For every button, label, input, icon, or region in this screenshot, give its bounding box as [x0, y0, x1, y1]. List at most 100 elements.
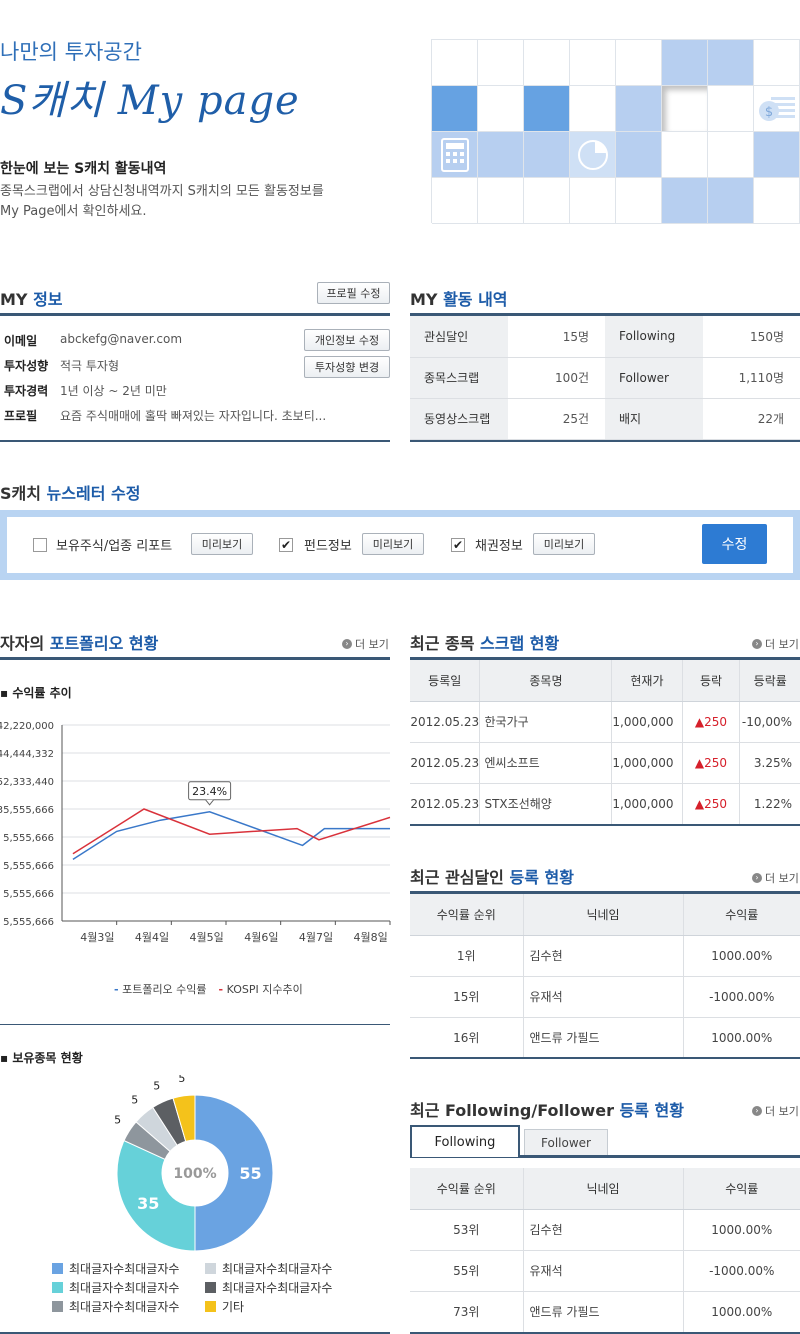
cell-nickname[interactable]: 김수현 [523, 935, 684, 977]
activity-key: 배지 [605, 398, 703, 440]
follow-title-a: 최근 Following/Follower [410, 1101, 620, 1120]
slice-data-label: 5 [114, 1113, 121, 1126]
follow-more-link[interactable]: › 더 보기 [752, 1103, 799, 1119]
checkbox-bond-info[interactable]: ✔ [451, 538, 465, 552]
follow-more-label: 더 보기 [765, 1105, 799, 1118]
col-header: 수익률 [683, 1168, 800, 1210]
cell-rank: 15위 [410, 976, 524, 1018]
table-row[interactable]: 2012.05.23 STX조선해양 1,000,000 ▲250 1.22% [410, 783, 800, 825]
cell-change: ▲250 [682, 742, 741, 784]
legend-label: 최대글자수최대글자수 [69, 1262, 180, 1276]
scrap-title: 최근 종목 스크랩 현황 [410, 630, 559, 654]
preview-button-stock[interactable]: 미리보기 [191, 533, 253, 555]
cell-rank: 53위 [410, 1209, 524, 1251]
info-row-career: 투자경력 1년 이상 ~ 2년 미만 [0, 378, 390, 402]
y-tick-label: 5,555,666 [3, 861, 54, 872]
cell-date: 2012.05.23 [410, 742, 481, 784]
table-row[interactable]: 1위 김수현 1000.00% [410, 935, 800, 977]
legend-swatch [205, 1301, 216, 1312]
my-info-title-a: MY [0, 290, 34, 309]
y-tick-label: 44,444,332 [0, 749, 54, 760]
scrap-title-a: 최근 종목 [410, 634, 481, 653]
table-row[interactable]: 16위 앤드류 가필드 1000.00% [410, 1017, 800, 1059]
hero-desc-line2: My Page에서 확인하세요. [0, 204, 147, 219]
yield-line-chart: 42,220,000 44,444,332 52,333,440 35,555,666… [0, 721, 391, 944]
pie-legend-item: 기타 [205, 1298, 244, 1315]
interest-divider [410, 891, 800, 894]
email-value: abckefg@naver.com [60, 332, 183, 346]
svg-text:$: $ [764, 105, 772, 120]
change-style-button[interactable]: 투자성향 변경 [304, 356, 390, 378]
tooltip-pointer [205, 799, 214, 806]
cell-nickname[interactable]: 김수현 [523, 1209, 684, 1251]
activity-key: Following [605, 316, 703, 358]
table-row[interactable]: 55위 유재석 -1000.00% [410, 1250, 800, 1292]
activity-value[interactable]: 1,110명 [703, 357, 800, 399]
table-row[interactable]: 53위 김수현 1000.00% [410, 1209, 800, 1251]
col-header: 수익률 순위 [410, 1168, 524, 1210]
table-row[interactable]: 2012.05.23 엔씨소프트 1,000,000 ▲250 3.25% [410, 742, 800, 784]
activity-row: 종목스크랩 100건 Follower 1,110명 [410, 357, 800, 399]
donut-center-label: 100% [173, 1166, 216, 1182]
portfolio-more-link[interactable]: › 더 보기 [342, 636, 389, 652]
cell-stock-name[interactable]: STX조선해양 [479, 783, 613, 825]
hero-subtitle: 나만의 투자공간 [0, 40, 142, 64]
activity-value[interactable]: 15명 [508, 316, 605, 358]
table-row[interactable]: 73위 앤드류 가필드 1000.00% [410, 1291, 800, 1333]
legend-kospi: - KOSPI 지수추이 [218, 983, 303, 996]
cell-rate: -1000.00% [683, 1250, 800, 1292]
up-arrow-icon: ▲ [694, 714, 705, 729]
preview-button-bond[interactable]: 미리보기 [533, 533, 595, 555]
col-header: 닉네임 [523, 1168, 684, 1210]
career-value: 1년 이상 ~ 2년 미만 [60, 384, 167, 398]
interest-more-link[interactable]: › 더 보기 [752, 870, 799, 886]
cell-nickname[interactable]: 유재석 [523, 976, 684, 1018]
table-row[interactable]: 15위 유재석 -1000.00% [410, 976, 800, 1018]
checkbox-fund-info[interactable]: ✔ [279, 538, 293, 552]
table-row[interactable]: 2012.05.23 한국가구 1,000,000 ▲250 -10,00% [410, 701, 800, 743]
email-label: 이메일 [4, 334, 38, 348]
x-tick-label: 4월8일 [354, 930, 388, 944]
checkbox-stock-report[interactable] [33, 538, 47, 552]
calculator-icon [432, 132, 478, 178]
cell-rate: -1000.00% [683, 976, 800, 1018]
follow-title: 최근 Following/Follower 등록 현황 [410, 1097, 684, 1121]
newsletter-title-b: 뉴스레터 수정 [46, 484, 141, 503]
my-info-title-b: 정보 [33, 290, 63, 309]
up-arrow-icon: ▲ [694, 796, 705, 811]
style-label: 투자성향 [4, 359, 49, 373]
hero-title: S캐치 My page [0, 78, 300, 124]
cell-nickname[interactable]: 앤드류 가필드 [523, 1291, 684, 1333]
pie-legend-item: 최대글자수최대글자수 [205, 1260, 332, 1277]
my-info-divider [0, 313, 390, 316]
cell-stock-name[interactable]: 엔씨소프트 [479, 742, 613, 784]
activity-value[interactable]: 22개 [703, 398, 800, 440]
legend-swatch [52, 1282, 63, 1293]
cell-stock-name[interactable]: 한국가구 [479, 701, 613, 743]
interest-title-a: 최근 관심달인 [410, 868, 510, 887]
y-tick-label: 5,555,666 [3, 833, 54, 844]
cell-rank: 55위 [410, 1250, 524, 1292]
activity-value[interactable]: 100건 [508, 357, 605, 399]
change-value: 250 [704, 796, 728, 811]
preview-button-fund[interactable]: 미리보기 [362, 533, 424, 555]
tab-follower[interactable]: Follower [524, 1129, 608, 1156]
legend-swatch [52, 1263, 63, 1274]
scrap-more-link[interactable]: › 더 보기 [752, 636, 799, 652]
cell-change: ▲250 [682, 783, 741, 825]
legend-swatch [205, 1263, 216, 1274]
cell-nickname[interactable]: 앤드류 가필드 [523, 1017, 684, 1059]
newsletter-submit-button[interactable]: 수정 [702, 524, 767, 564]
x-tick-label: 4월3일 [80, 930, 114, 944]
activity-value[interactable]: 25건 [508, 398, 605, 440]
edit-personal-info-button[interactable]: 개인정보 수정 [304, 329, 390, 351]
check-icon: ✔ [280, 538, 292, 552]
cell-nickname[interactable]: 유재석 [523, 1250, 684, 1292]
activity-value[interactable]: 150명 [703, 316, 800, 358]
edit-profile-button[interactable]: 프로필 수정 [317, 282, 390, 304]
activity-title-a: MY [410, 290, 444, 309]
cell-rate: 1000.00% [683, 1209, 800, 1251]
follow-bottom-line [410, 1332, 800, 1334]
info-row-style: 투자성향 적극 투자형 [0, 353, 390, 377]
tab-following[interactable]: Following [410, 1125, 520, 1157]
